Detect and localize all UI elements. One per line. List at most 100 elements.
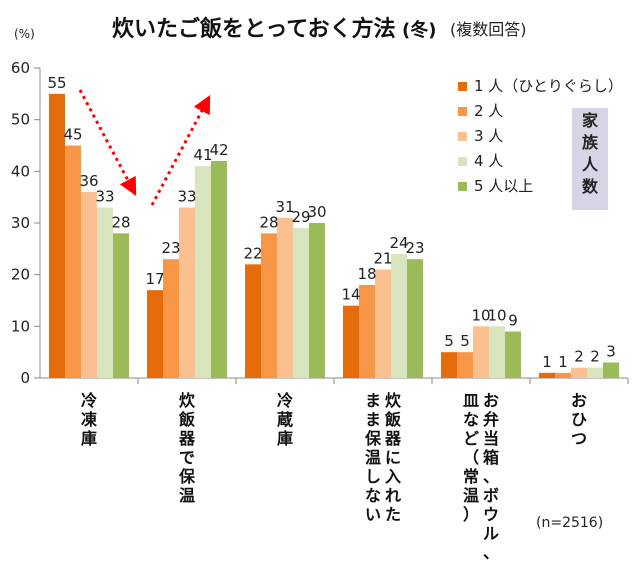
category-label-char: 器	[384, 429, 402, 448]
data-label: 42	[209, 141, 228, 159]
data-label: 14	[341, 286, 360, 304]
data-label: 10	[487, 306, 506, 324]
category-label-char: 飯	[384, 410, 401, 429]
category-label-char: 飯	[178, 410, 195, 429]
bar	[211, 161, 227, 378]
data-label: 9	[508, 312, 518, 330]
category-label-char: ま	[365, 391, 381, 410]
bar	[147, 290, 163, 378]
category-label-char: 炊	[385, 391, 402, 410]
category-label-char: な	[463, 410, 479, 429]
data-label: 1	[558, 353, 568, 371]
category-label-char: 炊	[179, 391, 196, 410]
data-label: 3	[606, 343, 616, 361]
data-label: 1	[542, 353, 552, 371]
data-label: 5	[444, 332, 454, 350]
bar	[261, 233, 277, 378]
category-label-char: つ	[571, 429, 587, 448]
legend-swatch	[458, 182, 467, 191]
category-label-char: 冷	[81, 391, 97, 410]
data-label: 18	[357, 265, 376, 283]
bar	[245, 264, 261, 378]
data-label: 28	[111, 213, 130, 231]
bar	[571, 367, 587, 378]
data-label: 33	[177, 188, 196, 206]
category-label-char: た	[385, 505, 401, 524]
data-label: 36	[79, 172, 98, 190]
bar	[343, 305, 359, 378]
data-label: 5	[460, 332, 470, 350]
data-label: 24	[389, 234, 408, 252]
category-label-char: に	[385, 448, 401, 467]
decrease-arrow-icon	[78, 89, 137, 196]
data-label: 55	[47, 74, 66, 92]
data-label: 29	[291, 208, 310, 226]
category-label-char: 当	[483, 429, 499, 448]
bar	[555, 372, 571, 378]
category-label-char: 弁	[483, 410, 499, 429]
legend-label: 4 人	[474, 152, 503, 170]
bar	[113, 233, 129, 378]
bar	[163, 259, 179, 378]
bar	[49, 93, 65, 378]
data-label: 41	[193, 146, 212, 164]
category-label-char: 皿	[463, 391, 479, 410]
data-label: 22	[243, 244, 262, 262]
data-label: 21	[373, 250, 392, 268]
data-label: 30	[307, 203, 326, 221]
bars	[49, 93, 629, 384]
category-label-char: 温	[364, 448, 381, 467]
data-label: 23	[161, 239, 180, 257]
bar	[359, 285, 375, 378]
category-label-char: な	[365, 486, 381, 505]
bar	[441, 352, 457, 378]
category-labels: 冷凍庫炊飯器で保温冷蔵庫炊飯器に入れたまま保温しないお弁当箱、ボウル、皿など（常…	[81, 391, 587, 562]
legend-swatch	[458, 82, 467, 91]
legend-swatch	[458, 107, 467, 116]
category-label-char: 、	[483, 467, 499, 486]
bar	[587, 367, 603, 378]
category-label-char: 蔵	[277, 410, 293, 429]
legend-group-box	[572, 108, 608, 210]
bar	[457, 352, 473, 378]
bar	[309, 223, 325, 378]
category-label-char: 入	[385, 467, 401, 486]
bar	[277, 217, 293, 378]
bar	[603, 362, 619, 378]
y-axis-label: (%)	[14, 27, 35, 41]
data-label: 17	[145, 270, 164, 288]
category-label-char: 保	[178, 467, 196, 486]
data-label: 33	[95, 188, 114, 206]
legend-label: 3 人	[474, 127, 503, 145]
data-label: 23	[405, 239, 424, 257]
bar	[97, 207, 113, 378]
category-label-char: ル	[483, 524, 499, 543]
bar	[473, 326, 489, 378]
data-label: 2	[590, 348, 600, 366]
category-label-char: 器	[178, 429, 196, 448]
data-labels: 5545363328172333414222283129301418212423…	[47, 74, 615, 371]
y-tick-label: 50	[11, 111, 30, 129]
category-label-char: （	[463, 448, 479, 467]
legend: 1 人（ひとりぐらし） 2 人 3 人 4 人 5 人以上	[458, 77, 623, 195]
chart-subtitle: (複数回答)	[450, 20, 527, 39]
y-tick-label: 40	[11, 162, 30, 180]
bar	[505, 331, 521, 378]
bar	[81, 192, 97, 378]
category-label-char: 保	[364, 429, 382, 448]
category-label-char: 温	[178, 486, 195, 505]
category-label-char: 箱	[483, 448, 499, 467]
bar	[489, 326, 505, 378]
legend-swatch	[458, 157, 467, 166]
increase-arrow-icon	[150, 95, 211, 206]
category-label-char: れ	[385, 486, 401, 505]
category-label-char: お	[483, 391, 499, 410]
category-label-char: で	[179, 448, 195, 467]
y-ticks: 0 10 20 30 40 50 60	[11, 59, 40, 387]
category-label-char: ど	[463, 429, 479, 448]
y-tick-label: 20	[11, 266, 30, 284]
legend-group-label: 家族人数	[582, 111, 599, 196]
category-label-char: ）	[463, 505, 479, 524]
legend-label: 5 人以上	[474, 177, 533, 195]
